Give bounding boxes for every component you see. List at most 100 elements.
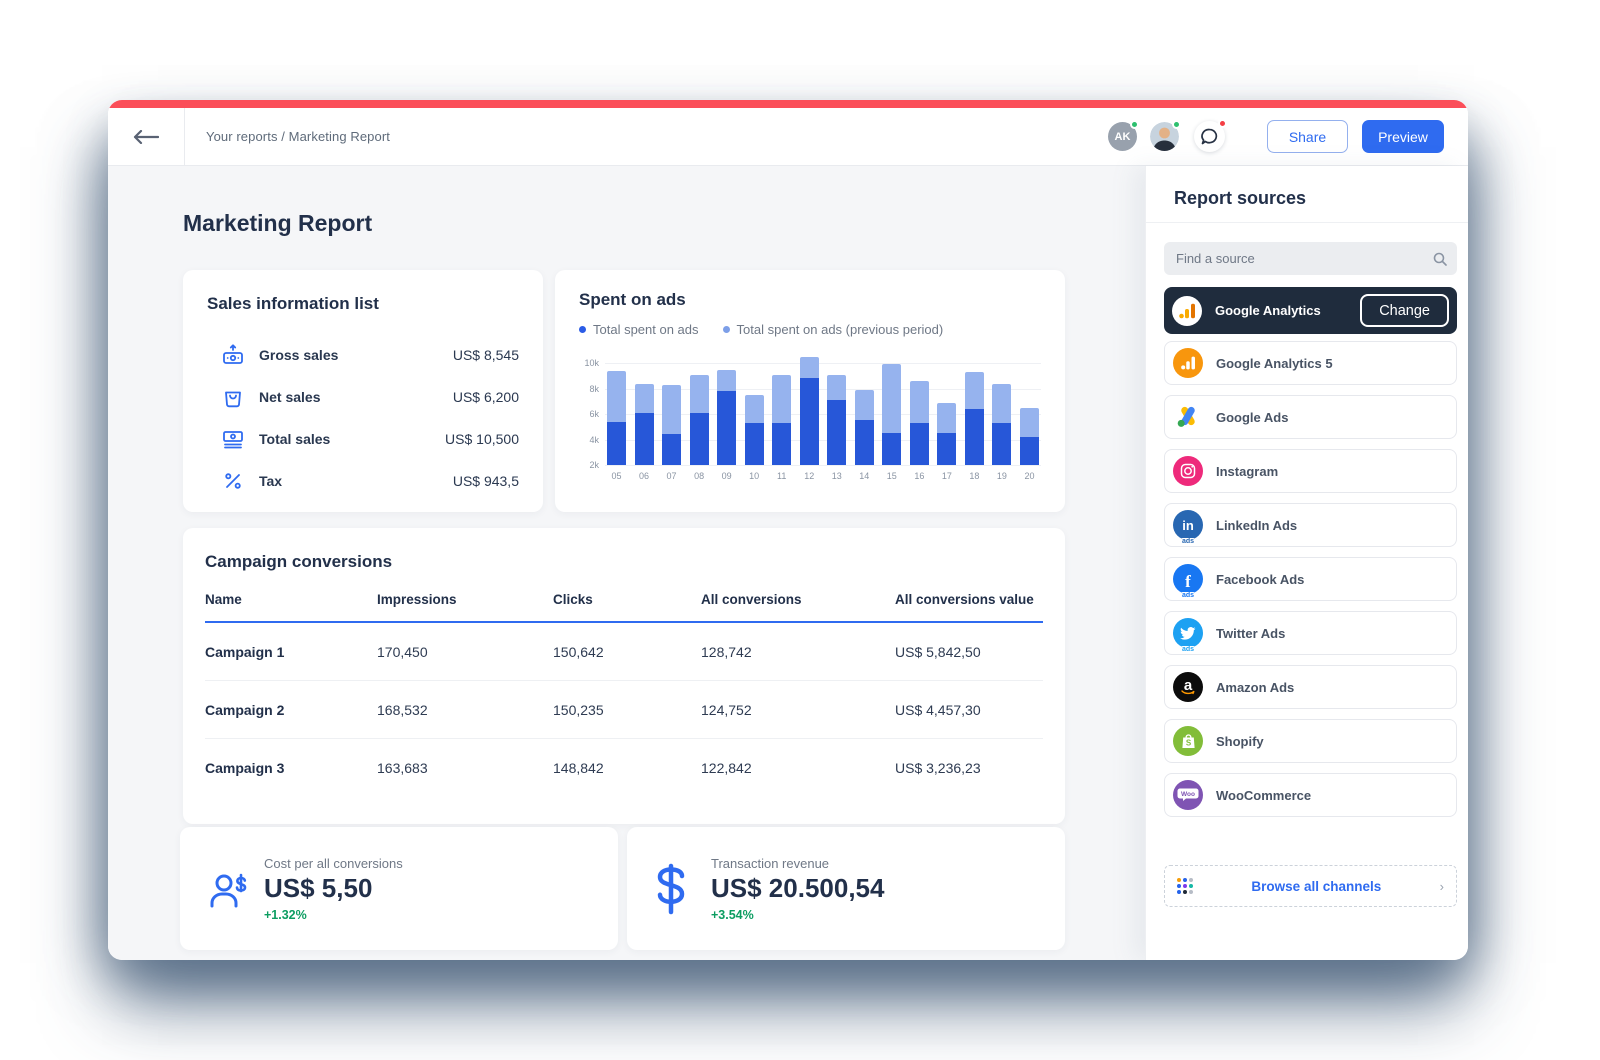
bar-segment-previous: [607, 370, 626, 422]
gross-sales-icon: [221, 343, 245, 367]
net-sales-icon: [221, 385, 245, 409]
sales-row-label: Total sales: [259, 431, 331, 447]
bar-segment-previous: [964, 372, 984, 409]
chat-button[interactable]: [1194, 119, 1227, 152]
source-item-twitter-ads[interactable]: ads Twitter Ads: [1164, 611, 1457, 655]
browse-all-channels-label: Browse all channels: [1251, 878, 1382, 894]
back-button[interactable]: [108, 108, 185, 165]
source-item-label: Google Ads: [1216, 409, 1289, 425]
spent-on-ads-title: Spent on ads: [579, 290, 686, 309]
x-axis-tick: 09: [721, 471, 732, 481]
bar-segment-current: [827, 400, 847, 465]
campaign-name: Campaign 2: [205, 701, 285, 718]
source-item-google-analytics-5[interactable]: Google Analytics 5: [1164, 341, 1457, 385]
woocommerce-icon: Woo: [1173, 780, 1203, 810]
y-axis-tick: 6k: [589, 409, 599, 420]
source-item-shopify[interactable]: S Shopify: [1164, 719, 1457, 763]
change-source-button[interactable]: Change: [1360, 294, 1449, 327]
source-item-amazon-ads[interactable]: a Amazon Ads: [1164, 665, 1457, 709]
table-header: All conversions value: [895, 592, 1034, 607]
back-arrow-icon: [133, 129, 159, 144]
browse-all-channels-button[interactable]: Browse all channels ›: [1164, 865, 1457, 907]
bar-series: [605, 353, 1041, 465]
source-list: Google Analytics 5 Google Ads Instagram: [1164, 341, 1457, 817]
bar-segment-previous: [992, 383, 1012, 423]
sales-row-value: US$ 8,545: [452, 347, 519, 363]
sales-row-total: Total sales US$ 10,500: [207, 418, 519, 460]
source-item-google-analytics-selected[interactable]: Google Analytics Change: [1164, 287, 1457, 334]
bar-segment-previous: [689, 374, 709, 413]
window-accent-strip: [108, 100, 1468, 108]
x-axis-tick: 18: [969, 471, 980, 481]
twitter-ads-icon: ads: [1173, 618, 1203, 653]
bar-05: [607, 370, 626, 465]
cost-per-conversions-card: Cost per all conversions US$ 5,50 +1.32%: [180, 827, 618, 950]
source-search-input[interactable]: [1176, 251, 1433, 266]
selected-source-label: Google Analytics: [1215, 303, 1321, 318]
bar-10: [744, 395, 764, 465]
dollar-icon: [651, 863, 703, 915]
stat-value: US$ 20.500,54: [711, 872, 885, 903]
online-status-dot: [1172, 120, 1181, 129]
online-status-dot: [1130, 120, 1139, 129]
avatar-photo[interactable]: [1150, 120, 1181, 151]
bar-segment-previous: [717, 369, 737, 392]
x-axis-tick: 19: [996, 471, 1007, 481]
bar-17: [937, 402, 957, 465]
source-item-label: Shopify: [1216, 733, 1264, 749]
sales-row-value: US$ 6,200: [452, 389, 519, 405]
chevron-right-icon: ›: [1439, 878, 1444, 894]
table-row: Campaign 3 163,683 148,842 122,842 US$ 3…: [205, 739, 1043, 797]
source-search-field[interactable]: [1164, 242, 1457, 275]
google-analytics-icon: [1172, 295, 1202, 326]
transaction-revenue-card: Transaction revenue US$ 20.500,54 +3.54%: [627, 827, 1065, 950]
legend-label: Total spent on ads (previous period): [736, 322, 944, 337]
bar-06: [634, 383, 654, 465]
x-axis-tick: 20: [1024, 471, 1035, 481]
bar-segment-current: [662, 434, 682, 465]
topbar: Your reports / Marketing Report AK Share…: [108, 108, 1468, 166]
source-item-instagram[interactable]: Instagram: [1164, 449, 1457, 493]
channels-grid-icon: [1177, 878, 1193, 894]
campaign-conversions-card: Campaign conversions Name Impressions Cl…: [183, 528, 1065, 824]
report-sources-title: Report sources: [1174, 188, 1307, 208]
share-button[interactable]: Share: [1267, 120, 1348, 153]
bar-segment-current: [1019, 437, 1039, 465]
x-axis-tick: 10: [749, 471, 760, 481]
campaign-name: Campaign 3: [205, 760, 285, 776]
source-item-facebook-ads[interactable]: f ads Facebook Ads: [1164, 557, 1457, 601]
table-header: All conversions: [701, 592, 802, 607]
bar-segment-current: [854, 420, 874, 465]
svg-text:Woo: Woo: [1181, 791, 1195, 798]
bar-segment-previous: [827, 374, 847, 401]
bar-segment-current: [964, 409, 984, 465]
tax-icon: [221, 469, 245, 493]
y-axis-tick: 8k: [589, 383, 599, 394]
source-item-woocommerce[interactable]: Woo WooCommerce: [1164, 773, 1457, 817]
sales-row-net: Net sales US$ 6,200: [207, 376, 519, 418]
bar-18: [964, 372, 984, 465]
source-item-label: Facebook Ads: [1216, 571, 1305, 587]
x-axis-tick: 06: [639, 471, 650, 481]
svg-text:S: S: [1185, 738, 1191, 747]
bar-12: [799, 356, 819, 465]
x-axis-tick: 15: [886, 471, 897, 481]
source-item-google-ads[interactable]: Google Ads: [1164, 395, 1457, 439]
sales-row-label: Tax: [259, 473, 283, 489]
x-axis-tick: 17: [941, 471, 952, 481]
y-axis-tick: 2k: [589, 460, 599, 470]
conversions-value: 128,742: [701, 643, 752, 660]
chart-y-axis: 2k 4k 6k 8k 10k: [579, 353, 605, 470]
sales-row-value: US$ 943,5: [452, 473, 519, 489]
bar-segment-current: [634, 412, 654, 465]
divider: [1146, 222, 1468, 223]
clicks-value: 150,642: [553, 643, 604, 660]
avatar-initials[interactable]: AK: [1108, 120, 1139, 151]
sales-row-tax: Tax US$ 943,5: [207, 460, 519, 502]
conversions-value: 124,752: [701, 701, 752, 718]
sales-information-title: Sales information list: [207, 294, 379, 313]
source-item-linkedin-ads[interactable]: in ads LinkedIn Ads: [1164, 503, 1457, 547]
preview-button[interactable]: Preview: [1362, 120, 1444, 153]
breadcrumb[interactable]: Your reports / Marketing Report: [206, 129, 390, 144]
bar-13: [827, 374, 847, 465]
